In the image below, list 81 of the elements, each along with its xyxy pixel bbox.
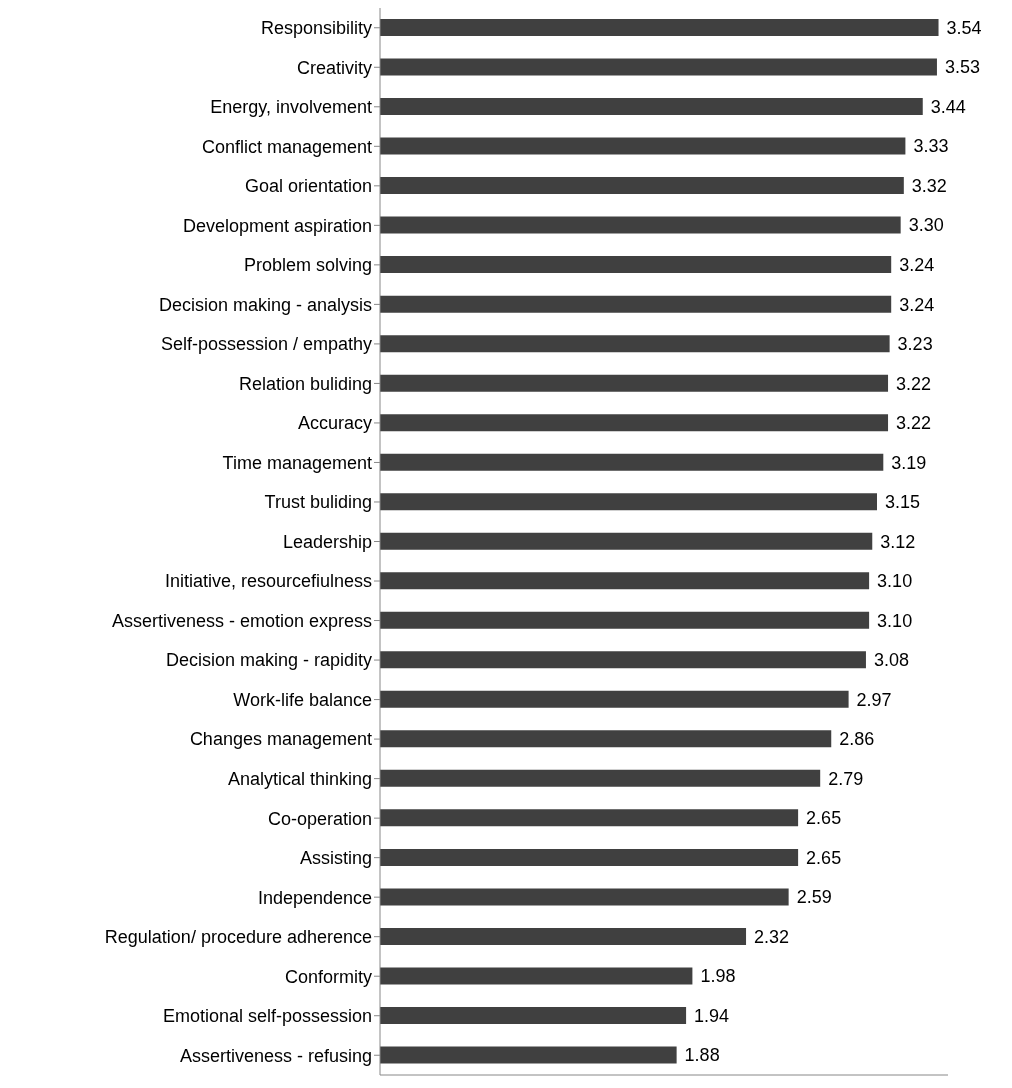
data-label: 3.15 [885,492,921,513]
bar [380,256,892,274]
data-label: 3.30 [908,215,944,236]
y-tick-label: Conformity [284,966,372,987]
data-label: 3.22 [896,413,932,434]
data-label: 2.65 [806,808,842,829]
y-tick-label: Energy, involvement [210,97,372,118]
y-tick-label: Decision making - rapidity [165,650,372,671]
y-tick-label: Independence [257,887,372,908]
y-tick-label: Assertiveness - refusing [179,1045,372,1066]
data-label: 2.79 [828,768,864,789]
data-label: 3.33 [913,136,949,157]
y-tick-label: Assisting [299,848,372,869]
bar [380,493,877,511]
data-label: 3.32 [911,175,947,196]
data-label: 1.94 [694,1005,730,1026]
y-tick-label: Relation buliding [238,373,372,394]
data-label: 3.10 [877,610,913,631]
y-tick-label: Co-operation [267,808,372,829]
data-label: 2.97 [856,689,892,710]
y-tick-label: Development aspiration [182,215,372,236]
bar [380,532,873,550]
bar [380,335,890,353]
y-tick-label: Emotional self-possession [162,1006,372,1027]
data-label: 3.23 [897,334,933,355]
bar [380,809,799,827]
y-tick-label: Initiative, resourcefiulness [164,571,372,592]
bar [380,374,889,392]
y-tick-label: Self-possession / empathy [160,334,372,355]
y-tick-label: Regulation/ procedure adherence [104,927,372,948]
data-label: 2.32 [754,926,790,947]
bar [380,19,939,36]
data-label: 3.54 [946,17,982,38]
bar [380,58,937,76]
data-label: 3.12 [880,531,916,552]
bar [380,453,884,471]
bar [380,769,821,787]
bar [380,927,747,945]
data-label: 1.88 [684,1045,720,1066]
y-tick-label: Time management [222,452,372,473]
bar [380,967,693,985]
data-label: 3.22 [896,373,932,394]
bar [380,177,904,195]
bar [380,651,866,669]
bar [380,611,870,629]
data-label: 3.24 [899,294,935,315]
data-label: 1.98 [700,966,736,987]
y-tick-label: Leadership [282,531,372,552]
bar [380,1006,687,1024]
data-label: 3.53 [944,57,980,78]
bar [380,414,889,432]
bar [380,216,901,234]
bar [380,572,870,590]
y-tick-label: Assertiveness - emotion express [111,610,372,631]
bar [380,98,923,116]
data-label: 3.10 [877,571,913,592]
y-tick-label: Changes management [189,729,372,750]
bar [380,848,799,866]
bar [380,295,892,313]
data-label: 3.24 [899,255,935,275]
data-label: 2.59 [796,887,832,908]
y-tick-label: Responsibility [260,18,372,39]
bar [380,888,789,906]
y-tick-label: Conflict management [201,136,372,157]
data-label: 3.08 [873,650,909,671]
y-tick-label: Work-life balance [233,689,372,710]
bar [380,137,906,155]
y-tick-label: Goal orientation [244,176,372,197]
bar [380,730,832,748]
data-label: 3.44 [930,96,966,117]
y-tick-label: Creativity [296,57,372,78]
y-tick-label: Analytical thinking [227,769,372,789]
data-label: 2.65 [806,847,842,868]
y-tick-label: Trust buliding [264,492,372,513]
data-label: 2.86 [839,729,875,750]
y-tick-label: Problem solving [243,255,372,276]
bar [380,690,849,708]
y-tick-label: Accuracy [297,413,372,434]
data-label: 3.19 [891,452,927,473]
bar [380,1046,677,1064]
y-tick-label: Decision making - analysis [158,294,372,315]
